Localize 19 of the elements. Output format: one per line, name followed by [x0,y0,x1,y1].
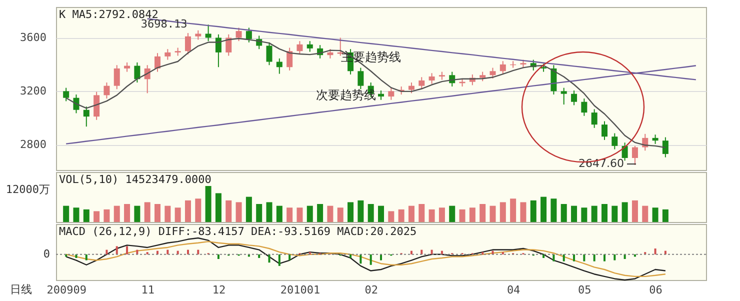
y-tick-label: 3600 [20,31,46,44]
series-label: 次要趋势线 [316,88,376,102]
x-tick-label: 02 [364,284,378,296]
x-tick-label: 12 [212,284,226,296]
chart-title: MACD (26,12,9) DIFF:-83.4157 DEA:-93.5169 MACD:20.2025 [59,225,417,238]
x-tick-label: 201001 [280,284,320,296]
text: 0 [43,247,50,260]
x-tick-label: 06 [649,284,662,296]
y-tick-label: 2800 [20,138,46,152]
annotation: 2647.60 [578,157,624,170]
x-tick-label: 11 [141,284,154,296]
x-tick-label: 05 [578,284,592,296]
chart-title: VOL(5,10) 14523479.0000 [59,173,212,186]
x-tick-label: 200909 [46,284,86,296]
text: 日线 [10,283,32,296]
text: 12000万 [6,183,50,196]
annotation: 3698.13 [140,18,188,31]
x-tick-label: 04 [506,284,521,296]
y-tick-label: 3200 [20,84,46,98]
